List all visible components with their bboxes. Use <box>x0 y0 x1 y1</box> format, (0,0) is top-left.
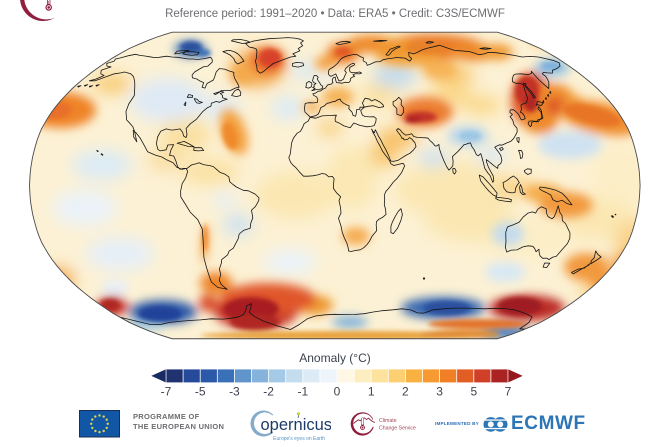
svg-text:2: 2 <box>402 385 409 399</box>
svg-text:-3: -3 <box>229 385 240 399</box>
svg-text:5: 5 <box>470 385 477 399</box>
svg-text:1: 1 <box>368 385 375 399</box>
svg-text:Europe's eyes on Earth: Europe's eyes on Earth <box>273 436 325 442</box>
svg-text:3: 3 <box>436 385 443 399</box>
svg-text:-1: -1 <box>297 385 308 399</box>
svg-text:-5: -5 <box>195 385 206 399</box>
svg-text:Change Service: Change Service <box>379 426 416 432</box>
svg-text:7: 7 <box>505 385 512 399</box>
svg-text:Climate: Climate <box>379 418 397 424</box>
svg-text:opernicus: opernicus <box>261 416 332 434</box>
svg-text:-7: -7 <box>161 385 172 399</box>
svg-text:-2: -2 <box>263 385 274 399</box>
svg-text:0: 0 <box>334 385 341 399</box>
